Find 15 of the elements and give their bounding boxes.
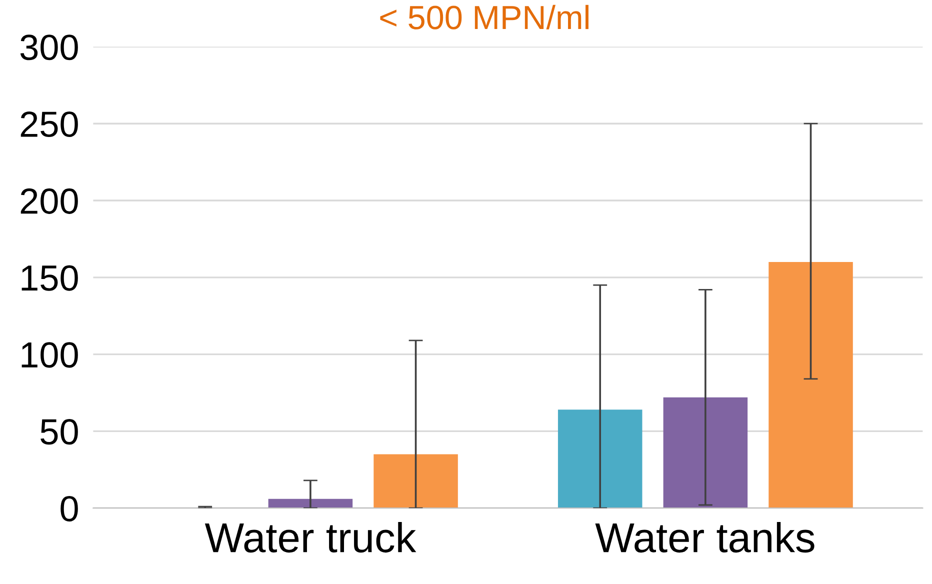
y-tick-label: 0 [60, 496, 78, 522]
y-tick-label: 150 [22, 265, 78, 291]
y-tick-label: 200 [20, 188, 78, 214]
bar [558, 410, 642, 508]
y-tick-label: 250 [20, 111, 78, 138]
bar [374, 454, 458, 508]
x-tick-label: Water tanks [595, 522, 814, 553]
x-tick-label: Water truck [204, 522, 416, 553]
y-tick-label: 100 [22, 342, 78, 368]
bar [768, 262, 853, 508]
y-tick-label: 50 [40, 419, 78, 445]
bar [663, 397, 748, 508]
chart-title: < 500 MPN/ml [380, 4, 588, 30]
y-tick-label: 300 [20, 34, 78, 60]
bar [268, 498, 353, 508]
